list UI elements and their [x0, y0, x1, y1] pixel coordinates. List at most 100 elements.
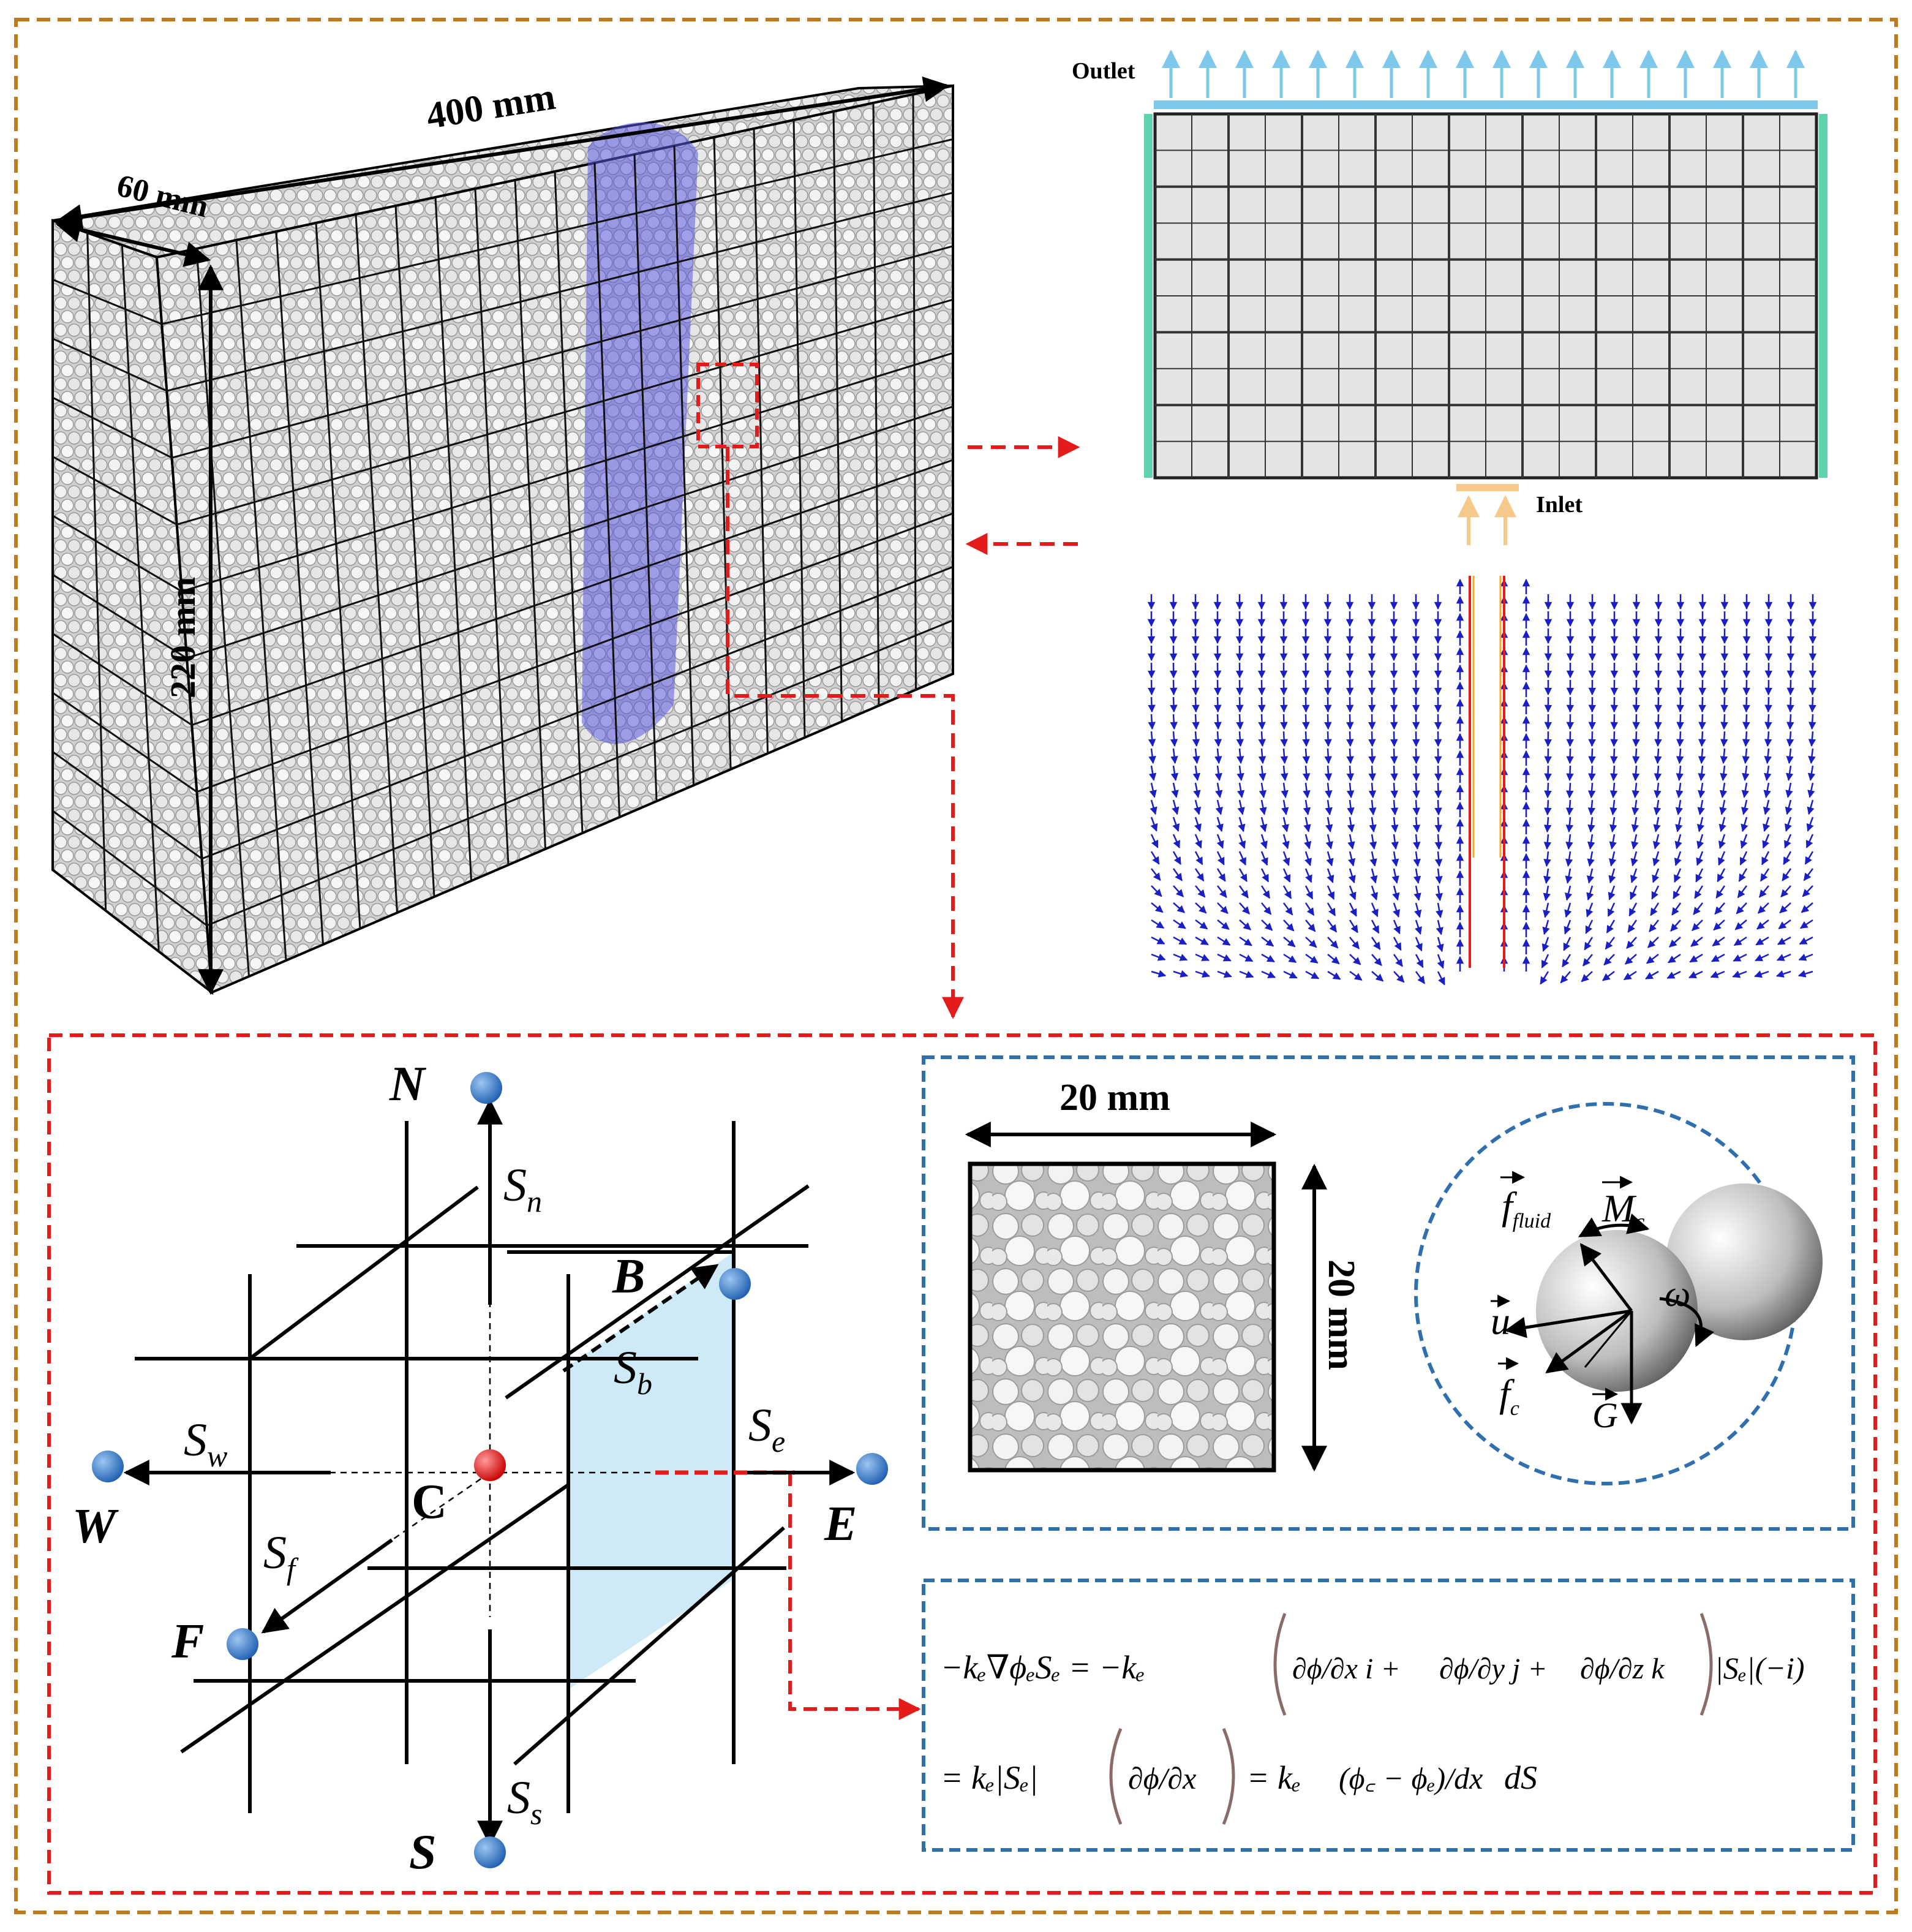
velocity-vector [1586, 885, 1594, 901]
width-dim-arrow [55, 217, 211, 267]
velocity-vector [1807, 799, 1815, 815]
node-back-label: B [612, 1250, 645, 1304]
velocity-vector [1371, 885, 1378, 900]
velocity-vector [1625, 954, 1637, 965]
velocity-vector [1586, 868, 1595, 884]
velocity-vector [1192, 679, 1200, 696]
back-flux-arrow [562, 1264, 719, 1373]
velocity-vector [1719, 782, 1728, 798]
velocity-vector [1436, 937, 1444, 953]
velocity-vector [1151, 902, 1164, 913]
velocity-vector [1670, 919, 1681, 932]
velocity-vector [1236, 765, 1244, 782]
velocity-vector [1236, 782, 1245, 798]
velocity-vector [1412, 817, 1421, 833]
velocity-vector [1740, 834, 1748, 849]
velocity-vector [1150, 834, 1159, 848]
velocity-vector [1238, 885, 1249, 899]
velocity-vector [1741, 799, 1749, 815]
velocity-vector [1437, 971, 1445, 986]
stencil-grid-line [180, 1483, 570, 1754]
velocity-vector [1715, 885, 1726, 899]
node-south [474, 1836, 506, 1868]
velocity-vector [1755, 953, 1769, 962]
velocity-vector [1216, 851, 1225, 866]
velocity-vector [1676, 782, 1684, 799]
control-volume-stencil: N S W E F B C Sn Ss Sw Se Sf Sb [72, 1057, 921, 1879]
equation-line2-d: (ϕ꜀ − ϕₑ)/dx [1339, 1761, 1483, 1795]
velocity-vector [1626, 937, 1637, 949]
fluid-force-arrow [1579, 1243, 1633, 1312]
block-grid-line [52, 751, 203, 860]
velocity-vector [1696, 817, 1705, 832]
node-north-label: N [389, 1057, 427, 1111]
velocity-vector [1653, 817, 1661, 832]
block-grid-line [52, 396, 173, 459]
velocity-vector [1673, 885, 1682, 900]
velocity-vector [1713, 919, 1725, 931]
velocity-vector [1651, 885, 1660, 900]
velocity-vector [1349, 954, 1361, 965]
velocity-vector [1148, 731, 1156, 747]
equation-panel-frame [922, 1579, 1855, 1852]
velocity-vector [1757, 902, 1769, 914]
velocity-vector [1258, 748, 1267, 764]
velocity-vector [1304, 851, 1312, 866]
velocity-vector [1698, 765, 1706, 782]
velocity-vector [1698, 696, 1706, 713]
velocity-vector [1786, 714, 1794, 730]
velocity-vector [1283, 970, 1298, 979]
velocity-vector [1652, 868, 1660, 883]
velocity-vector [1631, 834, 1639, 850]
block-grid-line [554, 171, 584, 834]
velocity-vector [1541, 937, 1549, 952]
inlet-boundary [1456, 484, 1519, 491]
velocity-vector [1304, 834, 1312, 850]
velocity-vector [1170, 696, 1178, 713]
moment-arc [1578, 1213, 1650, 1238]
velocity-vector [1647, 937, 1659, 948]
velocity-vector [1764, 696, 1772, 713]
velocity-vector [1151, 868, 1161, 881]
velocity-vector [1762, 834, 1770, 849]
velocity-vector [1239, 936, 1252, 946]
gravity-label: G [1592, 1395, 1618, 1435]
velocity-vector [1414, 902, 1422, 918]
velocity-vector [1737, 885, 1748, 899]
velocity-vector [1325, 817, 1333, 832]
velocity-vector [1148, 748, 1156, 764]
velocity-vector [1755, 936, 1769, 946]
velocity-vector [1720, 765, 1728, 782]
velocity-vector [1283, 937, 1296, 948]
equation-line2-e: dS [1504, 1759, 1537, 1796]
equation-line2-a: = kₑ|Sₑ| [941, 1759, 1038, 1796]
velocity-vector [1674, 851, 1682, 866]
inlet-label: Inlet [1536, 492, 1583, 518]
velocity-vector [1281, 817, 1289, 832]
velocity-vector [1391, 817, 1399, 833]
velocity-vector [1412, 782, 1420, 799]
velocity-vector [1764, 765, 1772, 782]
velocity-vector [1808, 731, 1816, 747]
node-center-label: C [412, 1475, 447, 1529]
velocity-vector [1627, 919, 1638, 933]
velocity-vector [1195, 902, 1207, 914]
velocity-vector [1327, 902, 1336, 916]
velocity-vector [1676, 731, 1684, 747]
velocity-vector [1775, 970, 1791, 978]
velocity-vector [1609, 799, 1617, 816]
velocity-vector [1192, 748, 1200, 764]
length-dim-arrow [56, 76, 950, 230]
velocity-vector [1151, 885, 1162, 897]
radius-line [1584, 1310, 1633, 1368]
velocity-vector [1710, 970, 1725, 978]
node-north [470, 1072, 502, 1104]
velocity-vector [1798, 953, 1813, 961]
velocity-vector [1763, 782, 1771, 798]
contact-force-arrow [1545, 1309, 1633, 1374]
velocity-vector [1797, 970, 1813, 978]
outlet-boundary [1154, 100, 1818, 109]
velocity-vector [1739, 851, 1748, 866]
velocity-vector [1542, 919, 1550, 935]
